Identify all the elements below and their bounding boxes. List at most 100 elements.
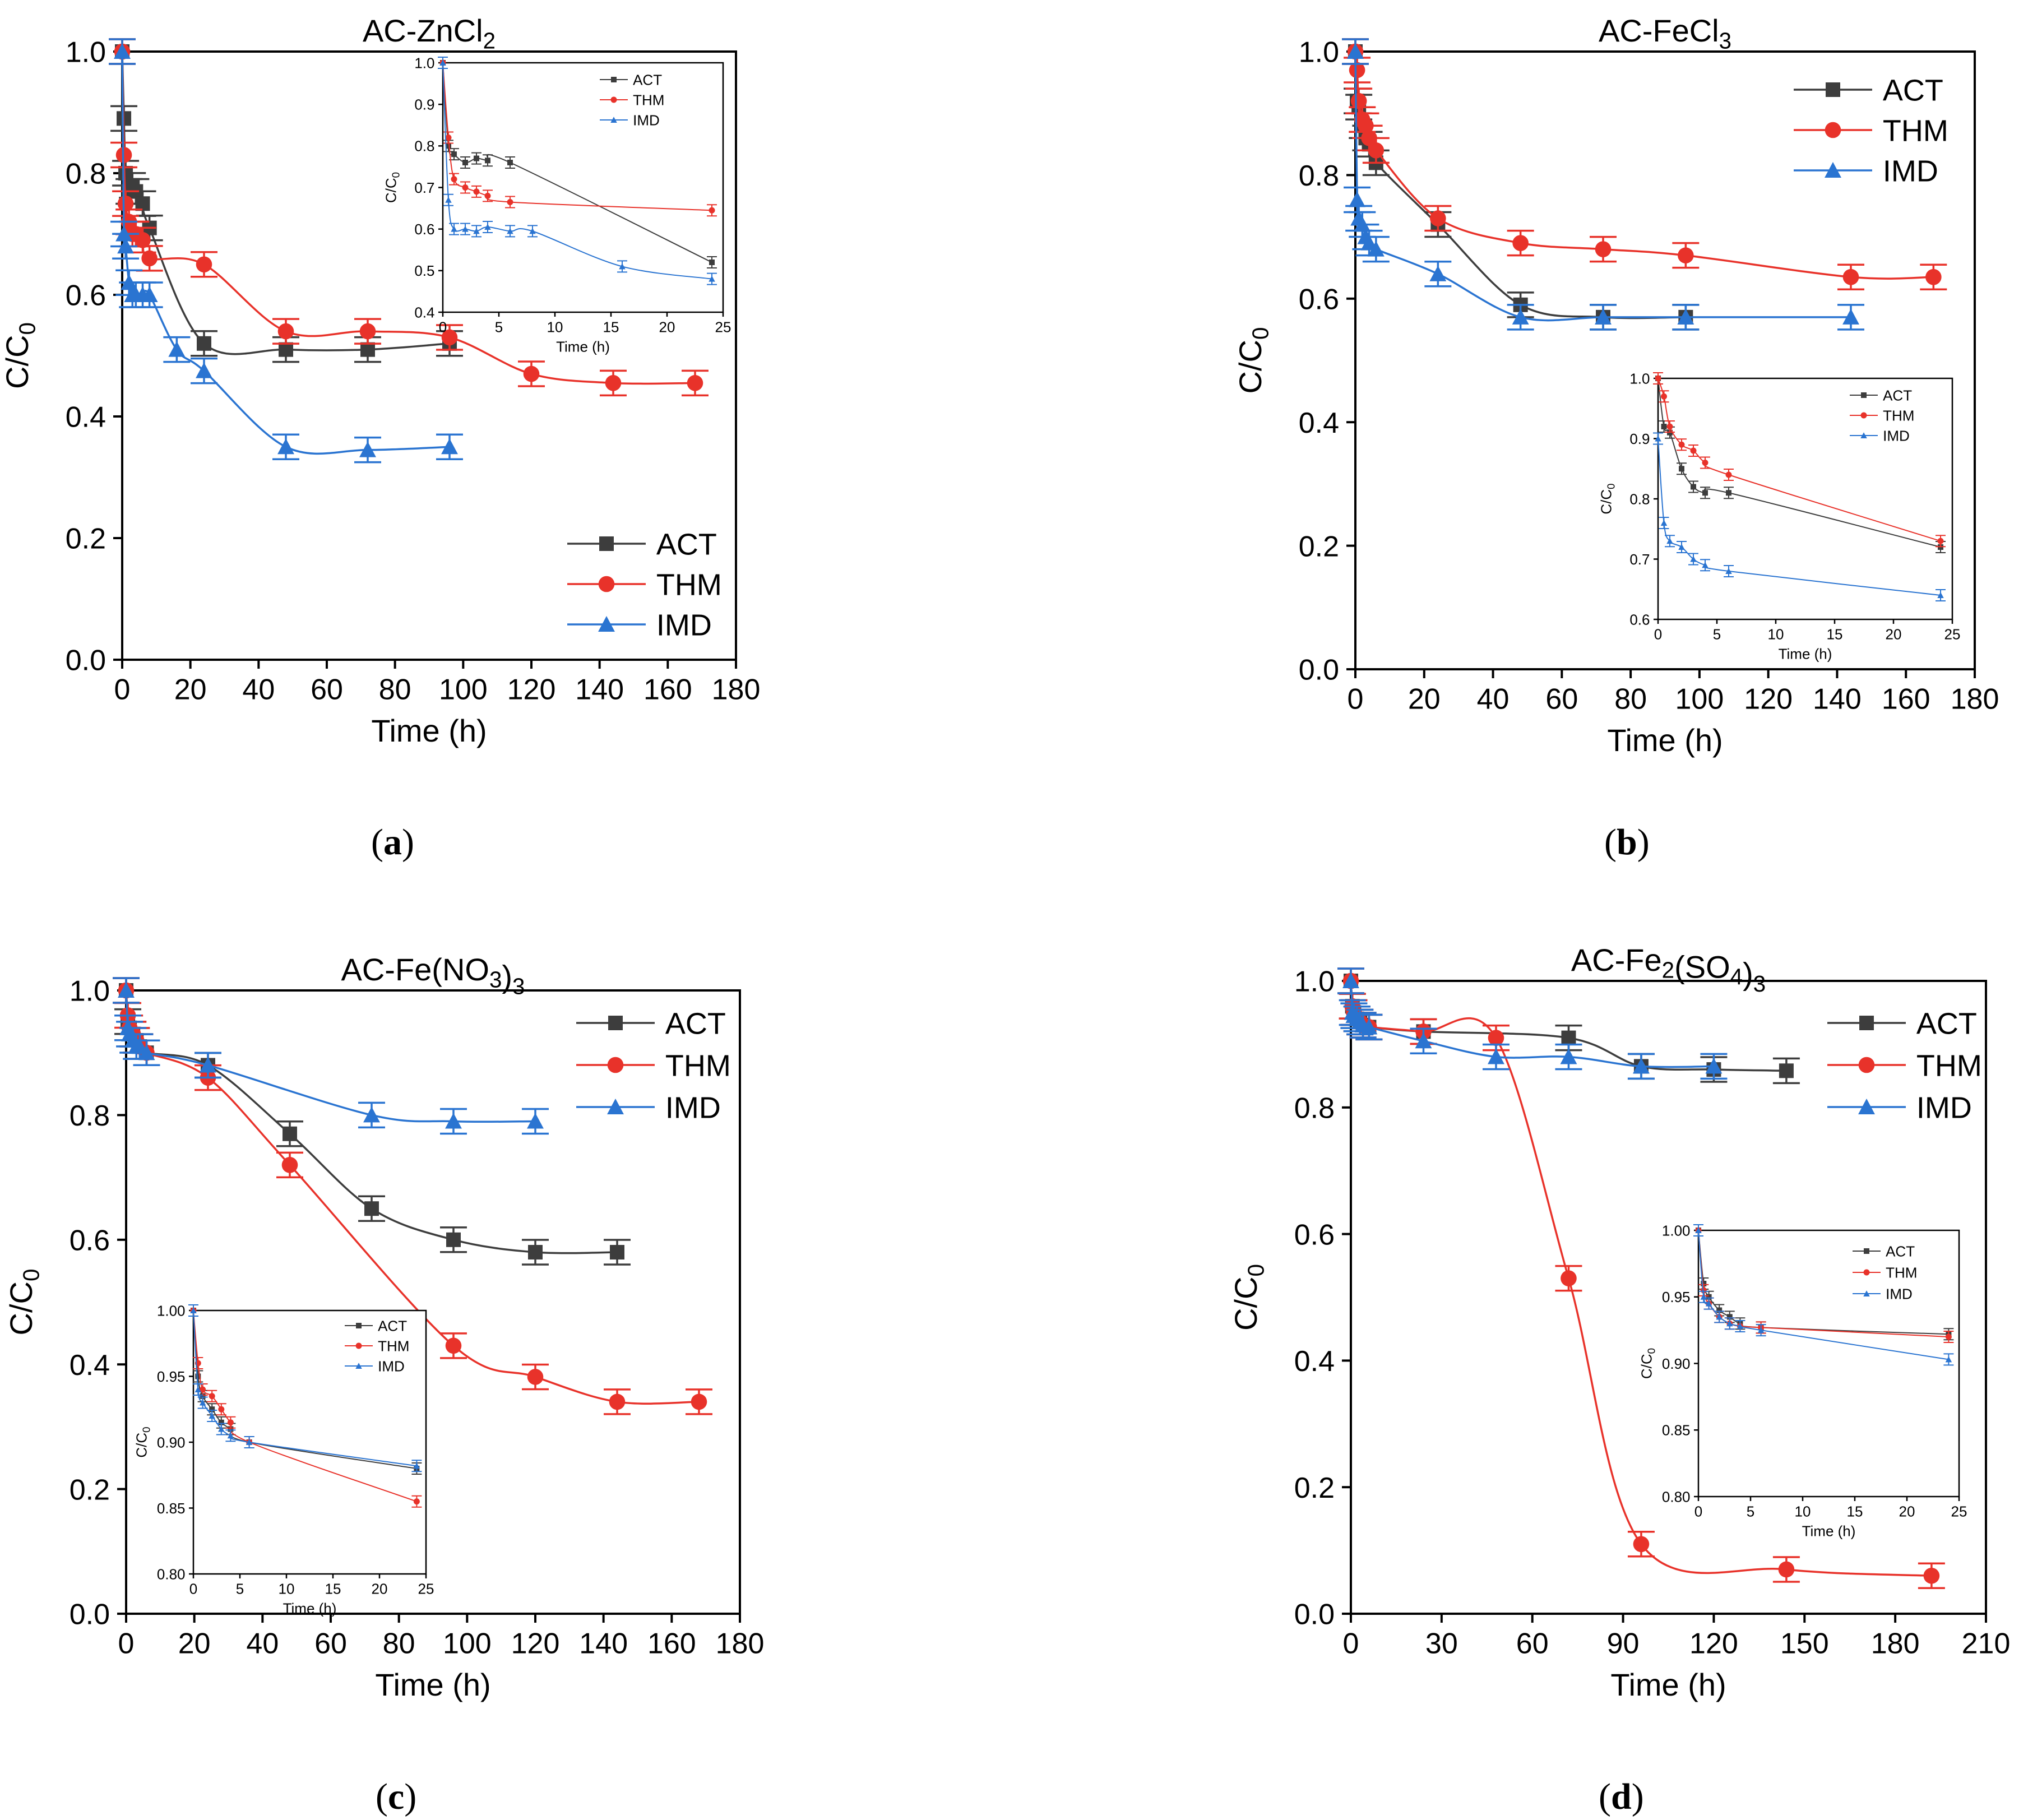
- inset-data-point-THM: [1725, 471, 1732, 478]
- main-x-tick-label: 20: [174, 674, 207, 706]
- inset-data-point-ACT: [1726, 1314, 1733, 1320]
- inset-data-point-IMD: [227, 1432, 234, 1439]
- inset-background: [443, 63, 723, 312]
- main-data-point-THM: [281, 1157, 298, 1173]
- main-y-tick-label: 0.4: [1299, 407, 1339, 439]
- inset-y-tick-label: 0.7: [414, 179, 434, 196]
- inset-data-point-ACT: [195, 1373, 201, 1379]
- main-data-point-IMD: [359, 441, 376, 457]
- main-legend-label-IMD: IMD: [1883, 154, 1938, 188]
- main-y-tick-label: 0.0: [70, 1599, 110, 1631]
- inset-y-tick-label: 0.7: [1629, 551, 1650, 568]
- inset-legend-label-IMD: IMD: [633, 112, 660, 128]
- inset-chart-2: 0 5 10 15 20 25 0.6 0.7 0.8 0.9 1.0 Time (h) C/C0 ACT…: [1598, 370, 1961, 662]
- main-x-tick-label: 80: [383, 1628, 415, 1660]
- main-legend-label-ACT: ACT: [656, 527, 717, 561]
- inset-x-tick-label: 0: [1654, 626, 1662, 642]
- inset-data-point-ACT: [200, 1393, 206, 1399]
- main-y-tick-label: 0.8: [70, 1100, 110, 1132]
- inset-data-point-THM: [1945, 1333, 1952, 1340]
- inset-legend-marker-THM: [610, 96, 617, 103]
- inset-data-point-THM: [507, 198, 513, 205]
- inset-data-point-THM: [1655, 375, 1661, 382]
- main-data-point-THM: [609, 1393, 626, 1410]
- inset-y-tick-label: 1.00: [1662, 1222, 1691, 1239]
- main-legend-label-IMD: IMD: [656, 608, 712, 642]
- inset-legend-marker-IMD: [610, 117, 617, 123]
- main-x-tick-label: 40: [242, 674, 275, 706]
- main-y-axis-label: C/C0: [0, 322, 40, 389]
- inset-x-axis-label: Time (h): [283, 1600, 337, 1617]
- inset-y-tick-label: 0.9: [414, 96, 434, 113]
- main-y-tick-label: 0.4: [70, 1349, 110, 1382]
- inset-data-point-IMD: [1725, 568, 1732, 574]
- main-data-point-THM: [1923, 1567, 1940, 1584]
- inset-data-point-IMD: [445, 197, 452, 203]
- main-data-point-THM: [691, 1393, 707, 1410]
- main-data-point-IMD: [1512, 308, 1529, 325]
- main-y-tick-label: 0.8: [1299, 160, 1339, 192]
- main-legend-marker-THM: [607, 1057, 624, 1073]
- inset-data-point-THM: [1702, 460, 1708, 466]
- main-data-point-IMD: [1677, 308, 1694, 325]
- inset-data-point-IMD: [1937, 592, 1944, 598]
- main-x-tick-label: 0: [1348, 683, 1364, 716]
- main-data-point-THM: [1561, 1270, 1577, 1286]
- main-data-point-ACT: [1561, 1030, 1576, 1045]
- main-data-point-IMD: [1367, 240, 1385, 257]
- main-x-tick-label: 120: [511, 1628, 560, 1660]
- inset-x-axis-label: Time (h): [556, 338, 610, 355]
- main-data-point-IMD: [1360, 1018, 1378, 1035]
- inset-x-tick-label: 10: [1768, 626, 1784, 642]
- main-plot-frame: [121, 50, 737, 661]
- main-data-point-IMD: [1632, 1058, 1650, 1074]
- main-legend-marker-THM: [1858, 1057, 1875, 1073]
- inset-x-tick-label: 20: [1886, 626, 1902, 642]
- main-series-line-ACT: [1354, 51, 1686, 319]
- inset-x-tick-label: 5: [495, 318, 503, 335]
- inset-data-point-THM: [473, 188, 480, 195]
- inset-legend-marker-IMD: [1860, 432, 1867, 438]
- caption-c: (c): [376, 1776, 417, 1817]
- main-x-tick-label: 40: [1477, 683, 1510, 716]
- main-data-point-IMD: [196, 362, 212, 378]
- inset-legend-label-IMD: IMD: [378, 1358, 405, 1374]
- main-data-point-THM: [1430, 210, 1446, 226]
- main-x-tick-label: 160: [647, 1628, 696, 1660]
- main-data-point-IMD: [1415, 1032, 1432, 1049]
- main-data-point-ACT: [283, 1126, 297, 1141]
- inset-data-point-ACT: [218, 1419, 224, 1425]
- inset-y-tick-label: 0.90: [1662, 1355, 1691, 1372]
- main-y-tick-label: 1.0: [1294, 966, 1335, 998]
- main-legend-marker-THM: [1825, 122, 1841, 138]
- main-x-axis-label: Time (h): [375, 1667, 490, 1702]
- main-data-point-THM: [1595, 241, 1612, 257]
- inset-data-point-THM: [1661, 393, 1667, 400]
- main-y-tick-label: 0.2: [1294, 1472, 1335, 1504]
- main-legend-label-ACT: ACT: [1883, 73, 1943, 107]
- main-x-tick-label: 60: [314, 1628, 347, 1660]
- inset-data-point-ACT: [446, 143, 451, 149]
- main-series-line-IMD: [125, 990, 536, 1123]
- chart-4: AC-Fe2(SO4)30 30 60 90 120 150 180 2100.00.20.4…: [1228, 942, 2010, 1702]
- main-data-point-IMD: [141, 286, 158, 302]
- main-data-point-IMD: [277, 438, 294, 455]
- main-data-point-IMD: [200, 1057, 216, 1073]
- inset-chart-3: 0 5 10 15 20 25 0.80 0.85 0.90 0.95 1.00 Time (h) C/…: [133, 1302, 434, 1617]
- main-data-point-ACT: [364, 1201, 379, 1216]
- inset-data-point-IMD: [1705, 1300, 1712, 1307]
- main-legend-label-IMD: IMD: [1916, 1091, 1972, 1124]
- inset-legend-label-IMD: IMD: [1886, 1285, 1913, 1302]
- main-x-tick-label: 140: [575, 674, 624, 706]
- inset-data-point-IMD: [1945, 1356, 1952, 1363]
- inset-data-point-IMD: [529, 228, 536, 234]
- main-x-tick-label: 210: [1962, 1628, 2011, 1660]
- main-x-tick-label: 180: [1871, 1628, 1920, 1660]
- inset-x-tick-label: 15: [603, 318, 619, 335]
- main-data-point-THM: [445, 1337, 462, 1354]
- main-data-point-IMD: [1342, 972, 1359, 988]
- main-y-tick-label: 0.0: [1299, 654, 1339, 687]
- inset-data-point-THM: [413, 1498, 420, 1505]
- main-data-point-ACT: [528, 1245, 543, 1260]
